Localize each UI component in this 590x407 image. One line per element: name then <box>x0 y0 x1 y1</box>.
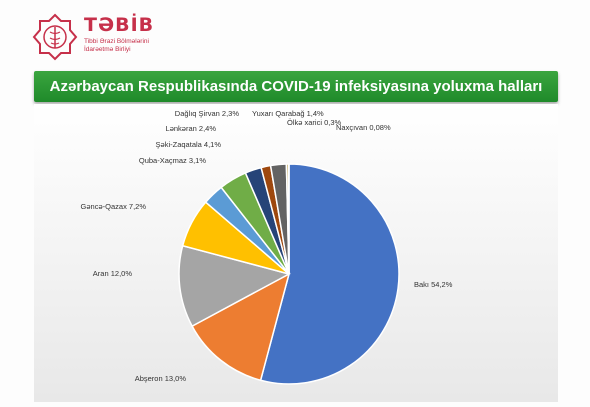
logo-subtitle-line-1: Tibbi Ərazi Bölmələrini <box>84 38 149 45</box>
slice-label: Şəki-Zaqatala 4,1% <box>156 140 222 149</box>
pie-slice-bak- <box>259 163 400 385</box>
pie-slice-nax-van <box>287 163 290 275</box>
slice-label: Quba-Xaçmaz 3,1% <box>139 156 206 165</box>
slice-label: Gəncə-Qazax 7,2% <box>81 202 147 211</box>
tebib-logo: TƏBİB Tibbi Ərazi Bölmələrini İdarəetmə … <box>30 12 153 64</box>
chart-area: Bakı 54,2% Abşeron 13,0% Aran 12,0% Gəncə-Q… <box>34 104 558 402</box>
slice-label: Naxçıvan 0,08% <box>336 123 391 132</box>
pie-slice-ab-eron <box>191 272 291 382</box>
tebib-emblem-icon <box>32 13 78 61</box>
slice-label: Abşeron 13,0% <box>135 374 187 383</box>
pie-chart: Bakı 54,2% Abşeron 13,0% Aran 12,0% Gəncə-Q… <box>81 109 453 385</box>
logo-subtitle-line-2: İdarəetmə Birliyi <box>84 46 131 53</box>
slice-label: Yuxarı Qarabağ 1,4% <box>252 109 324 118</box>
slice-label: Dağlıq Şirvan 2,3% <box>175 109 240 118</box>
logo-wordmark: TƏBİB <box>84 14 155 36</box>
slice-label: Ölkə xarici 0,3% <box>287 118 342 127</box>
title-banner: Azərbaycan Respublikasında COVID-19 infe… <box>34 71 558 102</box>
slice-label: Bakı 54,2% <box>414 280 453 289</box>
slice-label: Lənkəran 2,4% <box>166 124 217 133</box>
slice-label: Aran 12,0% <box>93 269 133 278</box>
logo-subtitle: Tibbi Ərazi Bölmələrini İdarəetmə Birliy… <box>84 38 164 54</box>
chart-title: Azərbaycan Respublikasında COVID-19 infe… <box>49 78 543 95</box>
pie-slice-aran <box>178 244 292 328</box>
